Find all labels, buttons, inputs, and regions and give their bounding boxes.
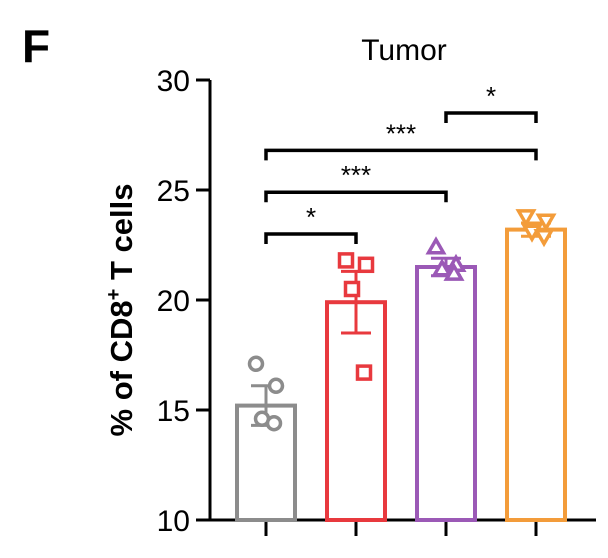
data-point <box>515 209 537 228</box>
data-point <box>267 377 285 395</box>
data-point <box>535 213 557 232</box>
significance-label: *** <box>341 160 371 190</box>
significance-label: * <box>486 81 496 111</box>
data-point <box>343 280 361 298</box>
data-point <box>425 236 447 255</box>
bar <box>505 227 567 522</box>
data-point <box>443 262 465 281</box>
y-axis-label: % of CD8+ T cells <box>103 184 139 437</box>
significance-label: * <box>306 202 316 232</box>
data-point <box>357 256 375 274</box>
y-axis-label-superscript: + <box>103 289 125 301</box>
y-axis-label-main: % of CD8 <box>104 300 139 436</box>
data-point <box>431 258 453 277</box>
y-tick-label: 10 <box>157 505 190 538</box>
y-tick-label: 30 <box>157 65 190 98</box>
data-point <box>355 364 373 381</box>
data-point <box>337 252 355 269</box>
significance-bracket <box>264 232 358 244</box>
y-tick-label: 25 <box>157 175 190 208</box>
panel-label: F <box>22 20 50 72</box>
significance-bracket <box>264 190 448 203</box>
bar <box>325 300 387 523</box>
y-tick-label: 15 <box>157 395 190 428</box>
chart-title: Tumor <box>361 34 447 67</box>
data-point <box>533 228 555 248</box>
y-tick-label: 20 <box>157 285 190 318</box>
data-point <box>265 414 283 432</box>
significance-label: *** <box>386 118 416 148</box>
y-axis-label-rest: T cells <box>104 184 139 289</box>
data-point <box>247 355 265 373</box>
significance-bracket <box>444 111 538 123</box>
bar <box>415 265 477 522</box>
significance-bracket <box>264 148 538 161</box>
